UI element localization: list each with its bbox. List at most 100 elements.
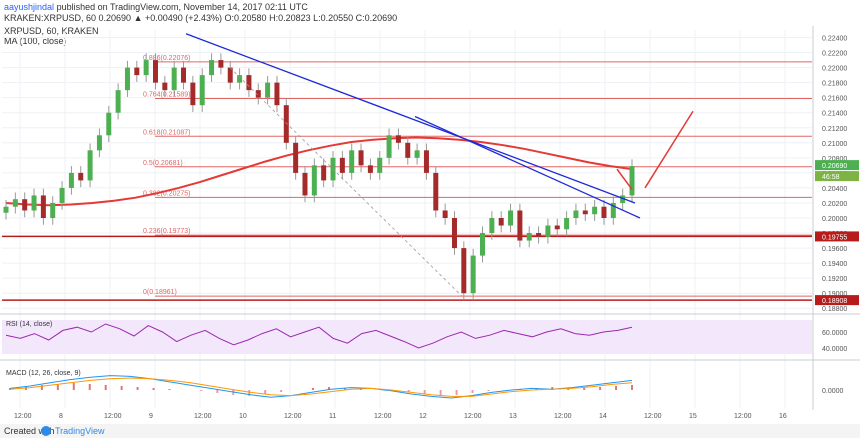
time-tick-label: 16 xyxy=(779,413,787,420)
footer-bar: Created with TradingView xyxy=(0,424,860,438)
candle-body xyxy=(517,210,523,241)
macd-line xyxy=(9,375,633,399)
candle-body xyxy=(106,112,112,136)
fib-label: 0.886(0.22076) xyxy=(143,55,190,62)
candle-body xyxy=(143,60,149,76)
candle-body xyxy=(59,187,65,203)
price-tick-label: 0.21600 xyxy=(822,96,847,103)
price-tick-label: 0.19600 xyxy=(822,246,847,253)
time-tick-label: 15 xyxy=(689,413,697,420)
price-tick-label: 0.20400 xyxy=(822,186,847,193)
time-tick-label: 10 xyxy=(239,413,247,420)
time-tick-label: 13 xyxy=(509,413,517,420)
price-tick-label: 0.21400 xyxy=(822,111,847,118)
candle-body xyxy=(554,225,560,230)
candle-body xyxy=(423,150,429,173)
time-tick-label: 8 xyxy=(59,413,63,420)
candle-body xyxy=(470,255,476,294)
candle-body xyxy=(227,67,233,83)
candle-body xyxy=(321,165,327,181)
chart-header-author: aayushjindal published on TradingView.co… xyxy=(4,2,308,12)
candle-body xyxy=(498,218,504,226)
price-tick-label: 0.19000 xyxy=(822,291,847,298)
time-tick-label: 12:00 xyxy=(734,413,752,420)
candle-body xyxy=(592,206,598,215)
rsi-tick-label: 40.0000 xyxy=(822,346,847,353)
price-tick-label: 0.22400 xyxy=(822,36,847,43)
candle-body xyxy=(152,60,158,83)
rsi-pane: RSI (14, close) 60.0000 40.0000 xyxy=(2,320,847,354)
fib-label: 0(0.18961) xyxy=(143,289,177,296)
fib-label: 0.5(0.20681) xyxy=(143,160,183,167)
ma100-line xyxy=(5,136,633,207)
candlesticks xyxy=(3,53,635,300)
candle-body xyxy=(293,142,299,173)
candle-body xyxy=(526,233,532,241)
price-tick-label: 0.21800 xyxy=(822,81,847,88)
fib-levels: 0.886(0.22076) 0.764(0.21589) 0.618(0.2108… xyxy=(143,55,812,297)
candle-body xyxy=(489,218,495,234)
support-price-badge xyxy=(815,231,859,242)
price-tick-label: 0.20000 xyxy=(822,216,847,223)
candle-body xyxy=(87,150,93,181)
price-tick-label: 0.20800 xyxy=(822,156,847,163)
time-tick-label: 11 xyxy=(329,413,336,420)
rsi-line xyxy=(5,323,633,349)
time-tick-label: 14 xyxy=(599,413,607,420)
time-tick-label: 12:00 xyxy=(194,413,212,420)
last-price-label: 0.20690 xyxy=(822,163,847,170)
candle-body xyxy=(171,67,177,91)
time-tick-label: 9 xyxy=(149,413,153,420)
ma-legend: MA (100, close) xyxy=(4,36,67,46)
candle-body xyxy=(620,195,626,203)
support-price-label: 0.18908 xyxy=(822,298,847,305)
tradingview-brand[interactable]: TradingView xyxy=(55,426,105,436)
price-tick-label: 0.20200 xyxy=(822,201,847,208)
time-tick-label: 12:00 xyxy=(464,413,482,420)
time-tick-label: 12:00 xyxy=(14,413,32,420)
candle-body xyxy=(40,195,46,218)
candle-body xyxy=(414,150,420,158)
price-tick-label: 0.21200 xyxy=(822,126,847,133)
candle-body xyxy=(96,135,102,151)
ohlc-readout: KRAKEN:XRPUSD, 60 0.20690 ▲ +0.00490 (+2… xyxy=(4,13,398,23)
created-with-text: Created with xyxy=(4,426,55,436)
time-axis: 12:00 8 12:00 9 12:00 10 12:00 11 12:00 12 12:00 13… xyxy=(14,413,787,420)
candle-body xyxy=(274,82,280,106)
candle-body xyxy=(255,90,261,98)
projection-arrows xyxy=(616,110,694,190)
candle-body xyxy=(237,75,243,83)
macd-tick-label: 0.0000 xyxy=(822,388,844,395)
price-tick-label: 0.22000 xyxy=(822,66,847,73)
time-tick-label: 12:00 xyxy=(284,413,302,420)
candle-body xyxy=(162,82,168,91)
candle-body xyxy=(367,165,373,173)
ma100-path xyxy=(5,136,633,207)
trendline-main xyxy=(185,33,636,204)
candle-body xyxy=(545,225,551,237)
candle-body xyxy=(536,233,542,237)
candle-body xyxy=(564,218,570,230)
candle-body xyxy=(405,142,411,158)
support-price-badge xyxy=(815,295,859,306)
time-tick-label: 12:00 xyxy=(374,413,392,420)
macd-legend: MACD (12, 26, close, 9) xyxy=(6,370,81,377)
candle-body xyxy=(339,157,345,173)
trendline-secondary xyxy=(414,115,641,219)
candle-body xyxy=(433,172,439,211)
tradingview-logo-icon xyxy=(41,426,51,436)
rsi-band xyxy=(2,320,812,354)
price-tick-label: 0.19400 xyxy=(822,261,847,268)
arrow-up xyxy=(644,110,694,189)
candle-body xyxy=(508,210,514,226)
candle-body xyxy=(115,90,121,113)
candle-body xyxy=(68,172,74,188)
arrow-down xyxy=(616,168,633,190)
candle-body xyxy=(601,206,607,218)
candle-body xyxy=(377,157,383,173)
author-link[interactable]: aayushjindal xyxy=(4,2,55,12)
support-price-label: 0.19755 xyxy=(822,234,847,241)
candle-body xyxy=(209,60,215,76)
candle-body xyxy=(311,165,317,196)
